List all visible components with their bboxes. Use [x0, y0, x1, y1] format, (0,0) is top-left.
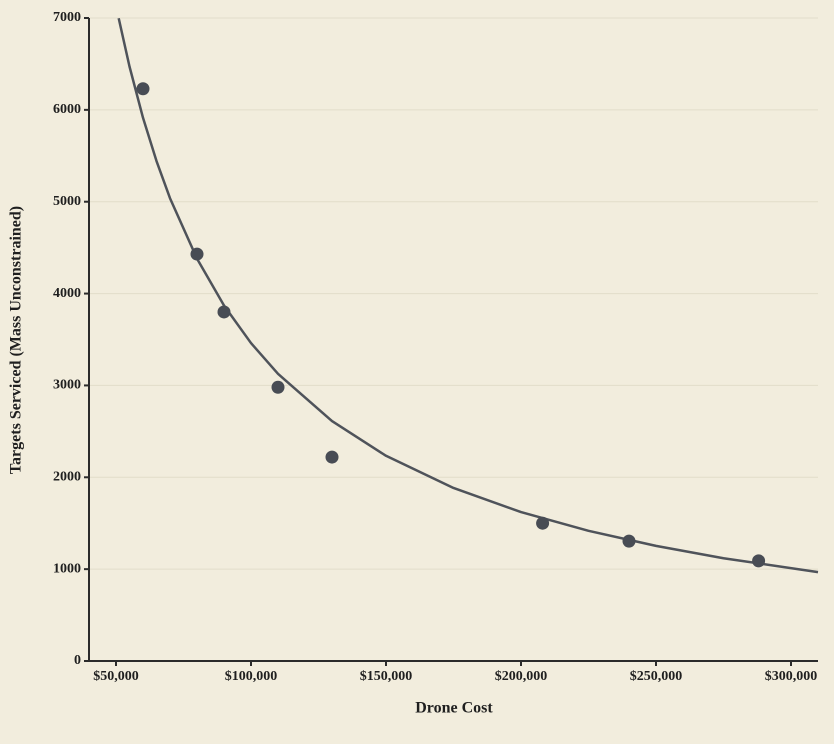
data-point [325, 450, 339, 464]
data-point [622, 534, 636, 548]
y-tick-label: 6000 [53, 102, 81, 117]
y-tick-label: 5000 [53, 194, 81, 209]
y-tick-label: 4000 [53, 286, 81, 301]
data-point [271, 380, 285, 394]
x-tick-label: $200,000 [495, 669, 548, 684]
y-tick-label: 3000 [53, 378, 81, 393]
x-tick-label: $50,000 [93, 669, 139, 684]
y-tick-label: 1000 [53, 561, 81, 576]
x-tick-label: $100,000 [225, 669, 278, 684]
data-point [190, 247, 204, 261]
fit-line [117, 18, 819, 574]
data-point [136, 82, 150, 96]
y-tick-label: 0 [74, 653, 81, 668]
x-tick-label: $250,000 [630, 669, 683, 684]
y-tick-label: 7000 [53, 10, 81, 25]
x-tick-label: $150,000 [360, 669, 413, 684]
x-tick-label: $300,000 [765, 669, 818, 684]
x-axis-label: Drone Cost [415, 700, 493, 717]
y-tick-label: 2000 [53, 470, 81, 485]
data-point [536, 516, 550, 530]
data-point [217, 305, 231, 319]
y-axis-label: Targets Serviced (Mass Unconstrained) [8, 206, 25, 474]
data-point [752, 554, 766, 568]
